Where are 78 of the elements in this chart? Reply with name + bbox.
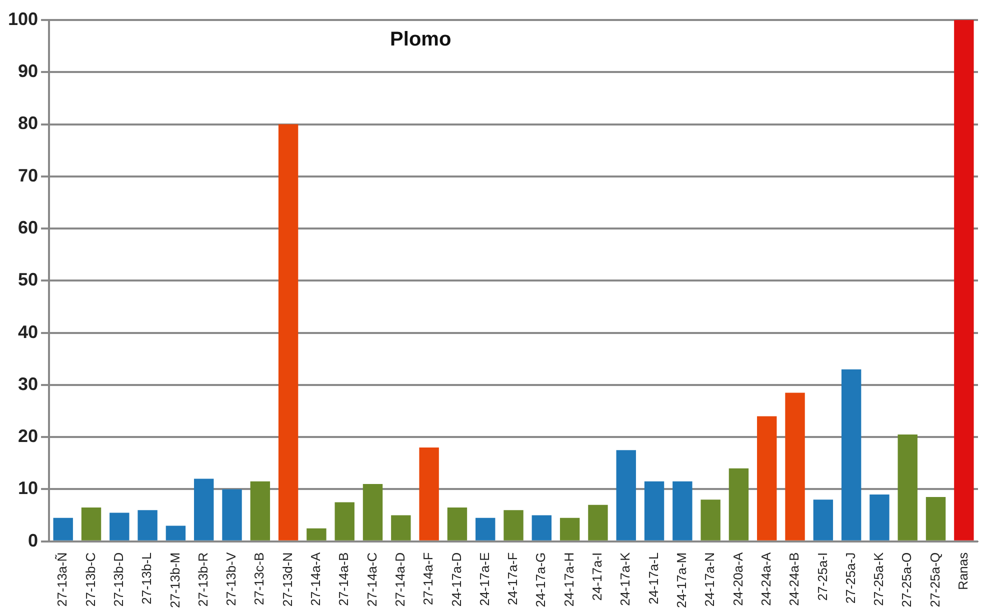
- x-tick-label: 27-13b-C: [82, 552, 98, 607]
- x-tick-label: 27-14a-F: [420, 552, 436, 606]
- bar: [672, 481, 692, 540]
- x-tick-label: 27-13b-M: [167, 552, 182, 608]
- x-tick-label: 24-17a-D: [448, 552, 464, 607]
- x-tick-label: 27-25a-K: [871, 552, 886, 606]
- x-tick-label: 27-13c-B: [252, 552, 267, 606]
- bar: [644, 481, 664, 540]
- y-tick-label: 60: [18, 218, 38, 238]
- bar: [588, 504, 608, 540]
- bar: [362, 484, 383, 540]
- x-tick-label: 24-24a-A: [758, 552, 774, 606]
- x-tick-label: 27-13b-D: [110, 552, 126, 607]
- y-tick-label: 100: [8, 8, 38, 29]
- y-tick-label: 50: [18, 270, 38, 290]
- bar: [391, 515, 411, 540]
- bar: [560, 518, 580, 540]
- bar: [898, 434, 918, 540]
- x-tick-label: 24-17a-I: [590, 552, 605, 601]
- bar: [222, 489, 242, 540]
- bar: [81, 507, 102, 540]
- bar: [504, 510, 524, 540]
- x-tick-label: Ranas: [956, 552, 971, 590]
- x-tick-label: 27-14a-A: [308, 552, 324, 606]
- y-tick-label: 70: [18, 165, 38, 186]
- bar: [138, 510, 158, 540]
- bar: [250, 481, 270, 540]
- x-tick-label: 27-25a-I: [814, 552, 830, 601]
- bar: [757, 416, 777, 540]
- x-tick-label: 27-13b-V: [224, 552, 239, 606]
- bar: [110, 512, 130, 540]
- y-tick-label: 20: [18, 426, 38, 446]
- x-tick-label: 27-14a-D: [392, 552, 408, 607]
- bar: [194, 478, 214, 540]
- bar: [926, 497, 946, 540]
- y-tick-label: 80: [18, 113, 38, 134]
- y-tick-label: 10: [18, 478, 38, 498]
- y-tick-label: 30: [18, 374, 38, 394]
- bar: [53, 518, 73, 540]
- x-tick-label: 24-17a-L: [646, 552, 661, 604]
- bar: [166, 526, 186, 540]
- x-tick-label: 27-13b-R: [195, 552, 210, 607]
- y-tick-label: 40: [18, 322, 38, 342]
- x-tick-label: 24-17a-F: [505, 552, 520, 606]
- x-tick-label: 24-17a-K: [618, 552, 633, 606]
- x-tick-label: 27-13b-L: [139, 552, 154, 604]
- bar: [278, 124, 298, 540]
- bar: [532, 515, 552, 540]
- y-tick-label: 90: [18, 61, 38, 82]
- bar: [700, 500, 720, 540]
- x-tick-label: 27-25a-Q: [927, 552, 942, 608]
- x-tick-label: 27-14a-B: [336, 552, 352, 606]
- x-tick-label: 24-17a-M: [674, 552, 689, 608]
- x-tick-label: 27-13a-Ñ: [54, 552, 70, 607]
- bar: [616, 450, 636, 540]
- x-tick-label: 27-25a-O: [899, 552, 914, 608]
- bar: [447, 507, 468, 540]
- bar: [954, 20, 974, 540]
- bar: [306, 528, 326, 540]
- y-tick-label: 0: [28, 530, 38, 550]
- x-tick-label: 27-14a-C: [364, 552, 380, 607]
- bar: [419, 448, 439, 540]
- x-tick-label: 24-17a-N: [702, 552, 718, 607]
- x-tick-label: 24-17a-E: [476, 552, 492, 606]
- x-tick-label: 27-25a-J: [842, 552, 858, 604]
- x-tick-label: 24-24a-B: [786, 552, 802, 606]
- x-tick-label: 24-20a-A: [730, 552, 746, 606]
- x-tick-label: 27-13d-N: [280, 552, 295, 607]
- bar: [841, 369, 862, 540]
- bar: [813, 500, 834, 540]
- bar: [334, 502, 354, 540]
- x-tick-label: 24-17a-G: [533, 552, 548, 608]
- bar: [785, 392, 805, 540]
- chart-title: Plomo: [390, 28, 452, 51]
- bar: [728, 468, 749, 540]
- bar: [476, 518, 496, 540]
- x-tick-label: 24-17a-H: [561, 552, 576, 607]
- bar: [870, 494, 890, 540]
